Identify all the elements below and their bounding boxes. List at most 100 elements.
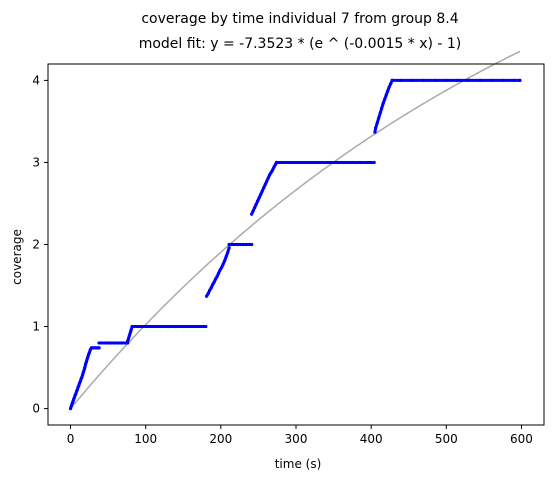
data-point [512, 78, 516, 83]
data-point [224, 255, 228, 259]
data-point [189, 324, 193, 329]
x-tick-label: 0 [67, 432, 75, 446]
data-point [247, 242, 252, 247]
data-point [223, 259, 227, 263]
data-point [259, 192, 263, 197]
data-point [372, 160, 376, 165]
data-point [106, 341, 110, 345]
data-point [227, 246, 231, 250]
data-point [82, 368, 86, 372]
data-point [377, 116, 381, 120]
data-point [128, 332, 132, 336]
data-point [271, 168, 275, 172]
x-axis-label: time (s) [275, 457, 322, 471]
data-point [227, 242, 231, 247]
data-point [268, 173, 272, 177]
data-point [381, 101, 385, 105]
data-point [260, 189, 264, 193]
data-point [68, 406, 73, 411]
data-point [375, 121, 379, 125]
data-point [343, 160, 347, 165]
data-point [265, 179, 269, 183]
data-point [386, 89, 390, 93]
data-point [100, 341, 104, 345]
data-point [84, 360, 88, 364]
data-point [290, 160, 294, 165]
data-point [118, 341, 122, 345]
data-point [350, 160, 354, 165]
data-point [209, 286, 213, 290]
data-point [256, 199, 260, 203]
data-point [215, 274, 219, 279]
data-point [204, 294, 209, 298]
data-point [129, 329, 133, 334]
data-point [298, 160, 302, 165]
data-point [216, 271, 221, 275]
x-tick-label: 400 [360, 432, 383, 446]
data-point [283, 160, 287, 165]
fit-curve [69, 50, 521, 410]
data-point [244, 242, 248, 247]
data-point [274, 160, 279, 165]
data-point [126, 339, 130, 343]
data-point [159, 324, 163, 329]
data-point [235, 242, 239, 247]
data-point [221, 262, 225, 266]
data-point [422, 78, 426, 83]
data-point [69, 404, 73, 408]
data-point [272, 164, 276, 169]
data-point [253, 205, 257, 210]
data-point [207, 288, 212, 293]
data-point [250, 242, 254, 247]
data-point [251, 209, 255, 213]
data-point [226, 251, 230, 255]
data-point [262, 186, 266, 190]
data-point [241, 242, 245, 247]
data-point [467, 78, 471, 83]
data-point [97, 346, 101, 350]
data-point [380, 106, 384, 110]
data-point [250, 212, 254, 216]
data-point [115, 341, 119, 345]
data-point [85, 357, 89, 361]
data-point [220, 265, 224, 270]
data-point [151, 324, 155, 329]
data-point [210, 283, 215, 287]
data-point [232, 242, 236, 247]
x-tick-label: 200 [209, 432, 232, 446]
data-point [489, 78, 493, 83]
data-point [501, 78, 505, 83]
y-tick-label: 3 [32, 155, 40, 169]
data-point [121, 341, 125, 345]
data-point [410, 78, 415, 83]
data-point [80, 373, 85, 377]
data-point [373, 130, 377, 134]
data-point [269, 170, 273, 174]
data-point [174, 324, 178, 329]
data-point [81, 370, 85, 375]
data-point [383, 97, 387, 101]
data-point [204, 324, 208, 329]
data-point [257, 196, 261, 200]
plot-area: 0 100 200 300 400 500 600 0 1 2 3 4 [32, 50, 545, 446]
data-point [206, 292, 210, 296]
data-point [358, 160, 362, 165]
x-tick-label: 600 [510, 432, 533, 446]
data-point [126, 337, 131, 341]
y-tick-label: 1 [32, 320, 40, 334]
data-point [72, 396, 76, 400]
data-point [399, 78, 403, 83]
data-point [455, 78, 460, 83]
y-tick-label: 2 [32, 238, 40, 252]
data-point [263, 183, 267, 187]
data-point [384, 93, 388, 97]
data-point [83, 362, 88, 366]
data-point [196, 324, 200, 329]
data-point [313, 160, 317, 165]
y-tick-label: 0 [32, 402, 40, 416]
data-point [83, 365, 87, 370]
data-point [80, 375, 84, 380]
data-point [266, 176, 270, 180]
data-point [328, 160, 332, 165]
